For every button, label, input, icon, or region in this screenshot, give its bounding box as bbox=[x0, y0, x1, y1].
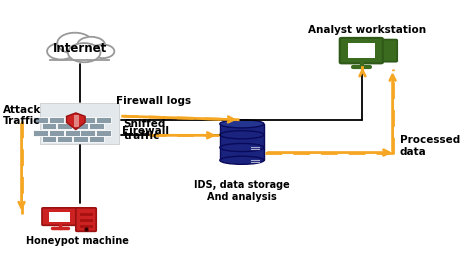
FancyBboxPatch shape bbox=[49, 212, 70, 222]
FancyBboxPatch shape bbox=[49, 117, 64, 123]
FancyBboxPatch shape bbox=[73, 123, 88, 129]
FancyBboxPatch shape bbox=[96, 117, 111, 123]
Polygon shape bbox=[73, 115, 79, 127]
FancyBboxPatch shape bbox=[89, 123, 104, 129]
Text: Honeypot machine: Honeypot machine bbox=[26, 236, 128, 246]
FancyBboxPatch shape bbox=[81, 117, 95, 123]
Text: Analyst workstation: Analyst workstation bbox=[308, 25, 426, 35]
FancyBboxPatch shape bbox=[64, 130, 80, 136]
FancyBboxPatch shape bbox=[33, 117, 48, 123]
Text: Firewall logs: Firewall logs bbox=[116, 96, 191, 106]
FancyBboxPatch shape bbox=[220, 124, 264, 160]
FancyBboxPatch shape bbox=[42, 136, 56, 142]
Text: Sniffed
traffic: Sniffed traffic bbox=[124, 119, 166, 141]
Polygon shape bbox=[40, 45, 119, 65]
Polygon shape bbox=[66, 113, 85, 130]
FancyBboxPatch shape bbox=[80, 219, 92, 222]
FancyBboxPatch shape bbox=[89, 136, 104, 142]
Text: Attack
Traffic: Attack Traffic bbox=[3, 105, 41, 127]
Circle shape bbox=[47, 43, 75, 59]
Circle shape bbox=[57, 33, 92, 54]
Text: Processed
data: Processed data bbox=[400, 135, 460, 156]
FancyBboxPatch shape bbox=[80, 213, 92, 216]
FancyBboxPatch shape bbox=[73, 136, 88, 142]
FancyBboxPatch shape bbox=[49, 130, 64, 136]
Circle shape bbox=[91, 45, 114, 58]
FancyBboxPatch shape bbox=[42, 123, 56, 129]
Text: Internet: Internet bbox=[53, 42, 107, 55]
Ellipse shape bbox=[220, 156, 264, 164]
FancyBboxPatch shape bbox=[96, 130, 111, 136]
FancyBboxPatch shape bbox=[42, 208, 77, 225]
FancyBboxPatch shape bbox=[33, 130, 48, 136]
FancyBboxPatch shape bbox=[57, 136, 72, 142]
FancyBboxPatch shape bbox=[64, 117, 80, 123]
FancyBboxPatch shape bbox=[40, 103, 119, 144]
FancyBboxPatch shape bbox=[347, 43, 374, 58]
Text: IDS, data storage
And analysis: IDS, data storage And analysis bbox=[194, 180, 290, 202]
Text: Firewall: Firewall bbox=[122, 126, 169, 136]
FancyBboxPatch shape bbox=[76, 208, 96, 231]
FancyBboxPatch shape bbox=[57, 123, 72, 129]
Ellipse shape bbox=[220, 120, 264, 128]
Circle shape bbox=[68, 43, 100, 62]
FancyBboxPatch shape bbox=[381, 40, 397, 62]
Ellipse shape bbox=[220, 131, 264, 139]
FancyBboxPatch shape bbox=[81, 130, 95, 136]
FancyBboxPatch shape bbox=[80, 225, 92, 228]
Ellipse shape bbox=[220, 144, 264, 152]
FancyBboxPatch shape bbox=[340, 38, 383, 63]
Circle shape bbox=[77, 37, 105, 53]
